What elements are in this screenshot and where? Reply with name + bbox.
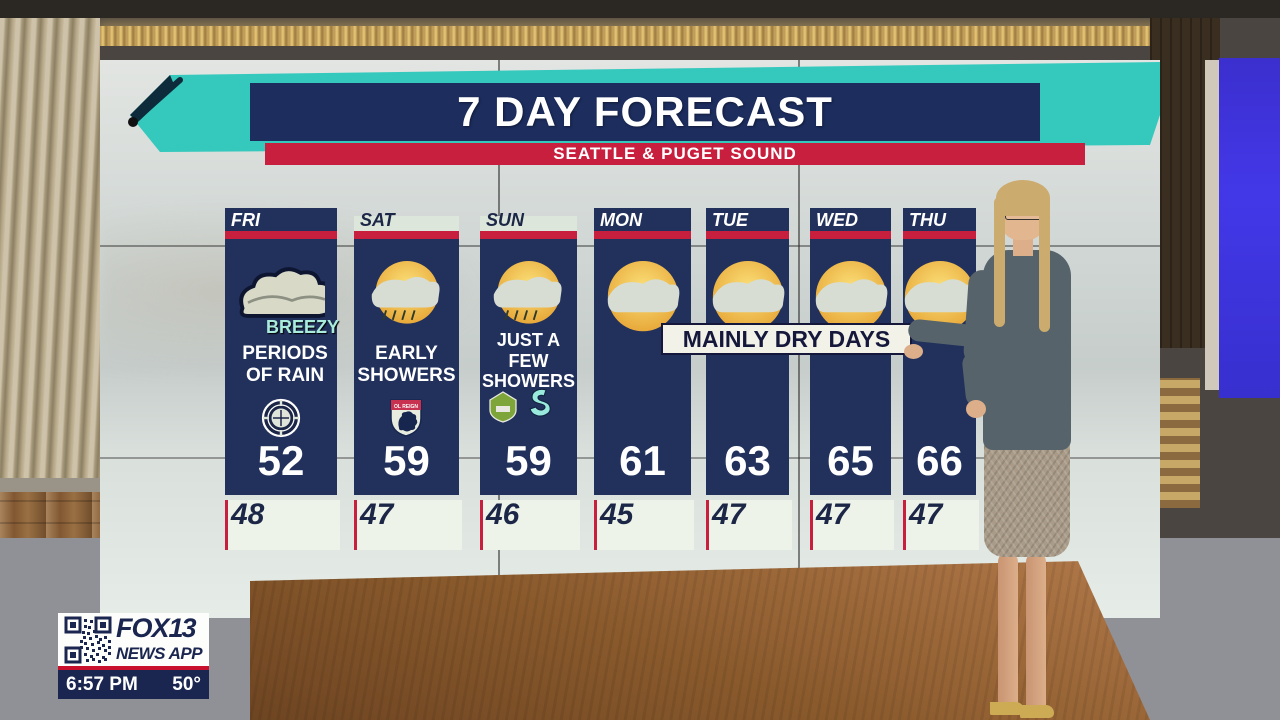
svg-text:OL REIGN: OL REIGN [394, 404, 418, 410]
